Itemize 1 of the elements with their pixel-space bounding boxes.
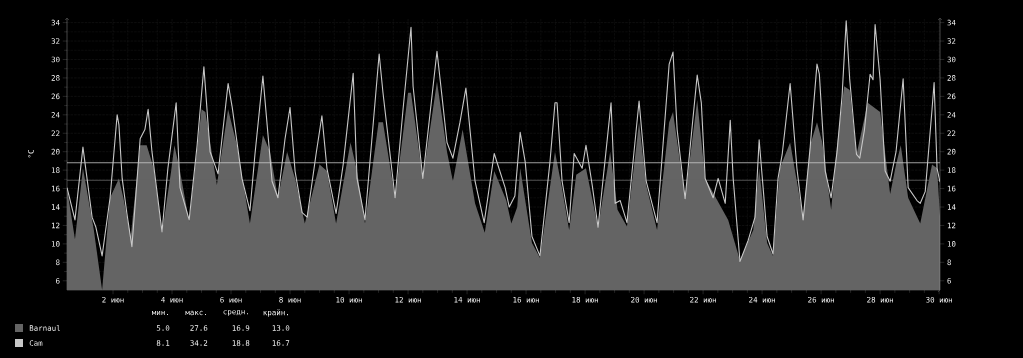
line-series bbox=[67, 20, 941, 262]
